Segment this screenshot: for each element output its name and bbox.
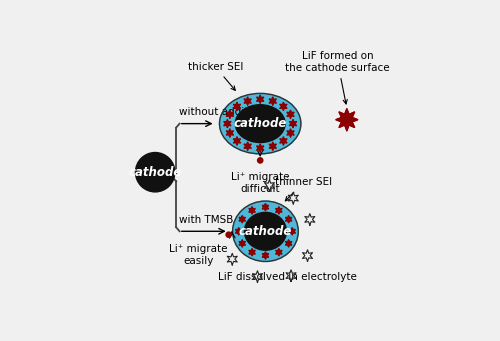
Circle shape <box>258 158 263 163</box>
Text: thinner SEI: thinner SEI <box>275 177 332 201</box>
Polygon shape <box>269 97 276 105</box>
Polygon shape <box>336 109 358 131</box>
Polygon shape <box>234 137 240 145</box>
Polygon shape <box>287 110 294 118</box>
Polygon shape <box>286 216 292 223</box>
Text: cathode: cathode <box>128 166 182 179</box>
Polygon shape <box>280 102 287 110</box>
Polygon shape <box>262 204 268 211</box>
Polygon shape <box>239 216 246 223</box>
Text: Li⁺ migrate
easily: Li⁺ migrate easily <box>169 244 228 266</box>
Polygon shape <box>224 119 231 128</box>
Polygon shape <box>249 207 255 214</box>
Text: thicker SEI: thicker SEI <box>188 62 243 90</box>
Text: with TMSB: with TMSB <box>179 215 233 225</box>
Polygon shape <box>226 129 234 137</box>
Polygon shape <box>236 227 242 235</box>
Polygon shape <box>239 240 246 247</box>
Text: Li⁺ migrate
difficult: Li⁺ migrate difficult <box>231 172 290 194</box>
Polygon shape <box>262 252 268 259</box>
Polygon shape <box>276 249 282 256</box>
Polygon shape <box>280 137 287 145</box>
Polygon shape <box>244 97 252 105</box>
Text: cathode: cathode <box>234 117 287 130</box>
Ellipse shape <box>232 201 298 262</box>
Ellipse shape <box>244 212 286 250</box>
Polygon shape <box>290 119 296 128</box>
Circle shape <box>136 152 175 192</box>
Circle shape <box>226 232 232 237</box>
Ellipse shape <box>235 105 285 143</box>
Polygon shape <box>286 240 292 247</box>
Polygon shape <box>244 142 252 150</box>
Polygon shape <box>289 227 296 235</box>
Polygon shape <box>269 142 276 150</box>
Text: without additive: without additive <box>179 107 264 117</box>
Text: LiF dissolved in electrolyte: LiF dissolved in electrolyte <box>218 272 357 282</box>
Polygon shape <box>234 102 240 110</box>
Text: LiF formed on
the cathode surface: LiF formed on the cathode surface <box>286 51 390 104</box>
Ellipse shape <box>220 93 301 154</box>
Polygon shape <box>256 95 264 103</box>
Polygon shape <box>276 207 282 214</box>
Polygon shape <box>287 129 294 137</box>
Polygon shape <box>226 110 234 118</box>
Polygon shape <box>256 144 264 152</box>
Polygon shape <box>249 249 255 256</box>
Text: cathode: cathode <box>239 225 292 238</box>
